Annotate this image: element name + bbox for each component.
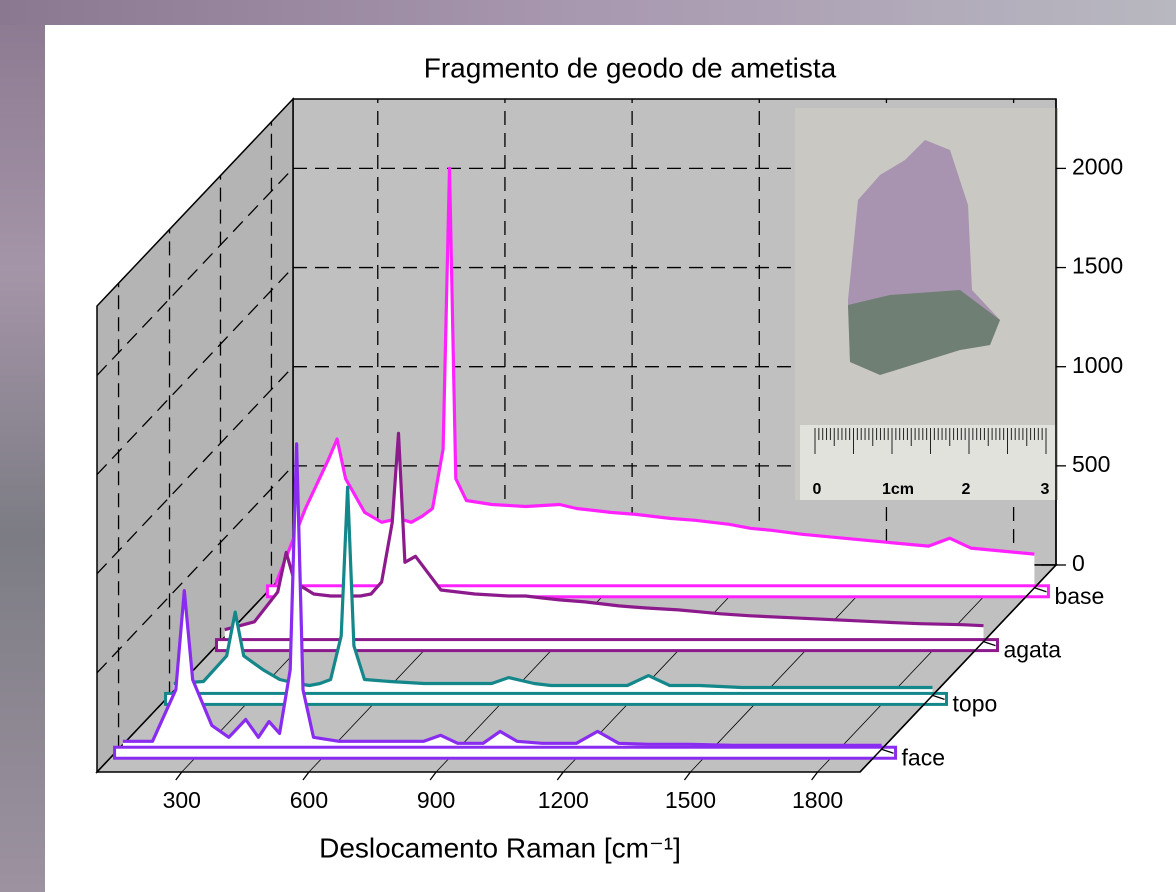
series-base-bar (166, 693, 947, 704)
chart-title: Fragmento de geodo de ametista (424, 52, 837, 83)
ruler-label: 3 (1041, 481, 1050, 498)
background-top (0, 0, 1176, 25)
z-tick-label: 500 (1072, 451, 1110, 477)
ruler-label: 1cm (882, 481, 914, 498)
legend-label: base (1054, 583, 1104, 609)
series-base-bar (115, 747, 896, 758)
z-tick-label: 0 (1072, 550, 1085, 576)
x-axis-label: Deslocamento Raman [cm⁻¹] (319, 832, 681, 863)
x-tick-label: 300 (163, 787, 201, 813)
ruler-label: 2 (962, 481, 971, 498)
chart: 0 1cm 2 3 Fragmento de geodo de ametista… (0, 0, 1176, 892)
legend-label: topo (953, 690, 998, 716)
inset-photo: 0 1cm 2 3 (795, 108, 1058, 500)
legend-label: face (902, 744, 945, 770)
x-tick-label: 900 (417, 787, 455, 813)
legend-label: agata (1003, 637, 1061, 663)
x-tick-label: 1200 (538, 787, 589, 813)
x-tick-label: 600 (290, 787, 328, 813)
series-base-bar (216, 640, 997, 651)
ruler-label: 0 (813, 481, 822, 498)
x-tick-label: 1800 (792, 787, 843, 813)
z-tick-label: 1500 (1072, 253, 1123, 279)
x-tick-label: 1500 (665, 787, 716, 813)
z-tick-label: 2000 (1072, 153, 1123, 179)
z-tick-label: 1000 (1072, 352, 1123, 378)
